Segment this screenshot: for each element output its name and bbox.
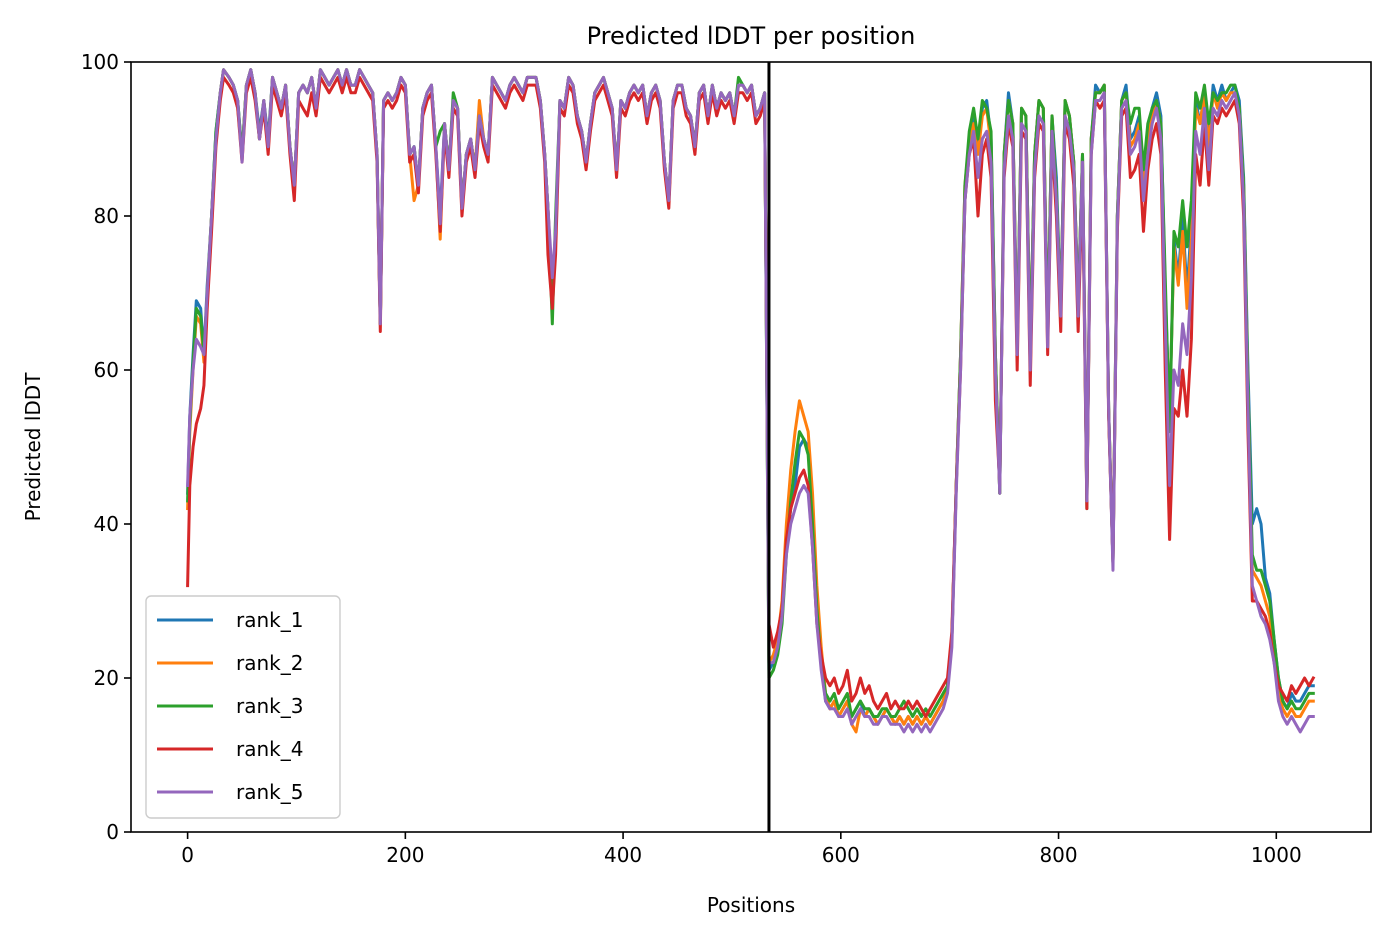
y-tick-label: 100 (81, 50, 119, 74)
y-tick-label: 80 (94, 204, 119, 228)
legend-label: rank_2 (236, 651, 303, 675)
y-tick-label: 60 (94, 358, 119, 382)
chart-title: Predicted lDDT per position (587, 22, 916, 50)
x-axis-ticks: 0 200 400 600 800 1000 (181, 832, 1302, 867)
y-axis-label: Predicted lDDT (21, 372, 45, 522)
series-line-rank-5 (186, 68, 1315, 734)
legend-label: rank_5 (236, 780, 303, 804)
x-tick-label: 0 (181, 843, 194, 867)
y-axis-ticks: 0 20 40 60 80 100 (81, 50, 131, 844)
x-axis-label: Positions (707, 893, 795, 917)
x-tick-label: 400 (604, 843, 642, 867)
legend-box (145, 595, 341, 819)
y-tick-label: 20 (94, 666, 119, 690)
x-tick-label: 200 (386, 843, 424, 867)
legend-label: rank_4 (236, 737, 303, 761)
series-line-rank-4 (186, 75, 1316, 718)
series-layer (186, 68, 1316, 734)
legend-label: rank_1 (236, 608, 303, 632)
x-tick-label: 800 (1039, 843, 1077, 867)
legend: rank_1 rank_2 rank_3 rank_4 rank_5 (145, 595, 341, 819)
x-tick-label: 600 (822, 843, 860, 867)
y-tick-label: 0 (106, 820, 119, 844)
plot-frame (130, 61, 1372, 833)
legend-label: rank_3 (236, 694, 303, 718)
x-tick-label: 1000 (1251, 843, 1302, 867)
y-tick-label: 40 (94, 512, 119, 536)
